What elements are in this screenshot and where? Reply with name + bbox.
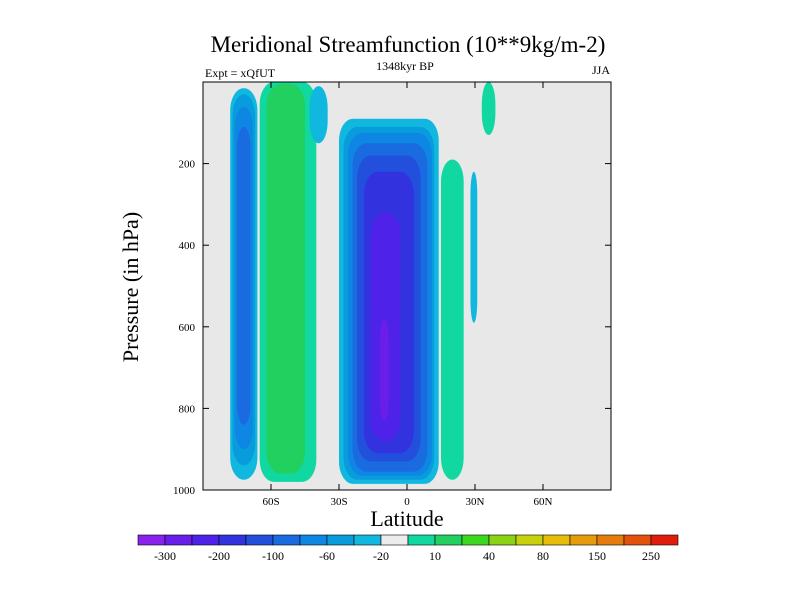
colorbar-label: 150 <box>588 549 606 563</box>
x-axis-label: Latitude <box>370 506 443 531</box>
colorbar-swatch <box>380 534 409 546</box>
chart-title: Meridional Streamfunction (10**9kg/m-2) <box>211 32 606 57</box>
colorbar-swatch <box>542 534 571 546</box>
contour-band-northern-upper-green-0 <box>481 82 496 136</box>
colorbar-swatch <box>488 534 517 546</box>
plot-area <box>202 81 612 491</box>
colorbar-swatch <box>326 534 355 546</box>
colorbar-swatch <box>218 534 247 546</box>
colorbar-swatch <box>407 534 436 546</box>
left-label: Expt = xQfUT <box>205 66 276 80</box>
y-tick-label: 200 <box>179 159 196 171</box>
x-axis: 60S 30S 0 30N 60N <box>262 82 553 508</box>
colorbar-swatch <box>569 534 598 546</box>
y-axis: 200 400 600 800 1000 <box>173 159 611 497</box>
y-axis-label: Pressure (in hPa) <box>118 212 143 362</box>
colorbar-label: 250 <box>642 549 660 563</box>
colorbar-swatch <box>515 534 544 546</box>
colorbar-swatch <box>353 534 382 546</box>
colorbar-swatch <box>596 534 625 546</box>
colorbar-label: 40 <box>483 549 495 563</box>
contour-band-hadley-cell-7 <box>379 318 389 421</box>
colorbar-swatch <box>623 534 652 546</box>
contour-band-southern-polar-cell-3 <box>237 126 251 425</box>
colorbar-swatch <box>650 534 679 546</box>
colorbar-swatch <box>461 534 490 546</box>
colorbar-swatch <box>299 534 328 546</box>
contour-band-northern-green-strip-0 <box>441 159 464 480</box>
colorbar-label: -200 <box>208 549 230 563</box>
y-tick-label: 800 <box>179 403 196 415</box>
contour-band-upper-cyan-lobe-south-0 <box>309 86 328 144</box>
x-tick-label: 60S <box>262 496 279 508</box>
colorbar-swatch <box>245 534 274 546</box>
x-tick-label: 0 <box>404 496 410 508</box>
colorbar-swatch <box>137 534 166 546</box>
colorbar-label: -300 <box>154 549 176 563</box>
colorbar-label: -20 <box>373 549 389 563</box>
colorbar-swatch <box>434 534 463 546</box>
contour-fills <box>230 82 496 484</box>
colorbar-label: -60 <box>319 549 335 563</box>
colorbar-label: 10 <box>429 549 441 563</box>
colorbar-label: -100 <box>262 549 284 563</box>
x-tick-label: 30N <box>466 496 485 508</box>
x-tick-label: 60N <box>534 496 553 508</box>
center-label: 1348kyr BP <box>376 59 434 73</box>
contour-band-northern-cyan-strip-0 <box>470 171 478 323</box>
contour-band-southern-ferrel-cell-1 <box>266 84 305 474</box>
y-tick-label: 1000 <box>173 485 196 497</box>
colorbar-swatch <box>191 534 220 546</box>
colorbar-label: 80 <box>537 549 549 563</box>
colorbar-swatch <box>272 534 301 546</box>
right-label: JJA <box>592 63 610 77</box>
colorbar: -300 -200 -100 -60 -20 10 40 80 150 250 <box>137 534 679 563</box>
colorbar-swatch <box>164 534 193 546</box>
y-tick-label: 400 <box>179 240 196 252</box>
x-tick-label: 30S <box>330 496 347 508</box>
y-tick-label: 600 <box>179 322 196 334</box>
